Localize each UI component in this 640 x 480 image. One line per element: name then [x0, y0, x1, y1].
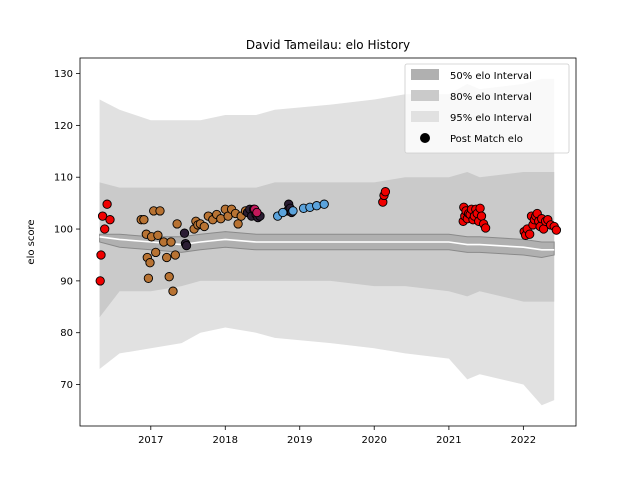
post-match-point — [155, 206, 165, 216]
post-match-point — [288, 206, 298, 216]
legend-swatch-band50 — [411, 69, 439, 80]
post-match-point — [181, 240, 192, 251]
y-tick-label: 120 — [54, 121, 73, 132]
post-match-point — [153, 230, 163, 240]
legend-box — [404, 63, 570, 154]
band-50 — [99, 231, 555, 259]
post-match-point — [475, 203, 485, 213]
y-tick-label: 90 — [60, 276, 73, 287]
x-tick-label: 2019 — [287, 435, 312, 446]
post-match-point — [151, 247, 161, 258]
y-axis: 70 80 90 100 110 120 130 — [54, 69, 80, 391]
legend-label-band95: 95% elo Interval — [450, 113, 532, 124]
x-tick-label: 2020 — [361, 435, 386, 446]
post-match-point — [145, 258, 155, 268]
post-match-point — [525, 229, 535, 239]
post-match-point — [172, 219, 182, 229]
y-tick-label: 80 — [60, 328, 73, 339]
post-match-point — [105, 215, 115, 225]
chart-title: David Tameilau: elo History — [246, 38, 410, 52]
legend-label-band50: 50% elo Interval — [450, 71, 532, 82]
x-tick-label: 2017 — [138, 435, 163, 446]
post-match-point — [97, 211, 108, 221]
legend-label-band80: 80% elo Interval — [450, 92, 532, 103]
post-match-point — [179, 228, 190, 238]
post-match-point — [143, 273, 154, 283]
post-match-point — [278, 207, 288, 218]
x-tick-label: 2018 — [213, 435, 238, 446]
legend-marker-post-match — [420, 133, 430, 143]
post-match-point — [233, 219, 243, 229]
x-axis: 2017 2018 2019 2020 2021 2022 — [138, 426, 536, 446]
post-match-point — [96, 250, 106, 260]
y-axis-label: elo score — [26, 219, 37, 264]
legend: 50% elo Interval 80% elo Interval 95% el… — [404, 63, 570, 154]
y-tick-label: 100 — [54, 225, 73, 236]
post-match-point — [139, 215, 149, 225]
post-match-point — [162, 252, 172, 263]
post-match-point — [312, 201, 322, 211]
post-match-point — [170, 250, 180, 260]
post-match-point — [551, 225, 562, 235]
post-match-point — [252, 207, 262, 218]
post-match-point — [476, 211, 487, 221]
post-match-point — [319, 199, 329, 209]
post-match-point — [168, 286, 178, 296]
x-tick-label: 2022 — [511, 435, 536, 446]
post-match-point — [166, 237, 176, 247]
post-match-point — [100, 224, 110, 234]
legend-label-post-match: Post Match elo — [450, 134, 523, 145]
post-match-points — [95, 187, 562, 296]
post-match-point — [480, 223, 491, 233]
legend-swatch-band95 — [411, 111, 439, 122]
y-tick-label: 130 — [54, 69, 73, 80]
x-tick-label: 2021 — [436, 435, 461, 446]
y-tick-label: 110 — [54, 173, 73, 184]
y-tick-label: 70 — [60, 380, 73, 391]
plot-frame — [79, 57, 577, 427]
post-match-point — [164, 272, 174, 282]
post-match-point — [102, 199, 112, 209]
post-match-point — [95, 276, 105, 286]
legend-swatch-band80 — [411, 90, 439, 101]
post-match-point — [199, 221, 209, 232]
post-match-point — [380, 187, 391, 197]
